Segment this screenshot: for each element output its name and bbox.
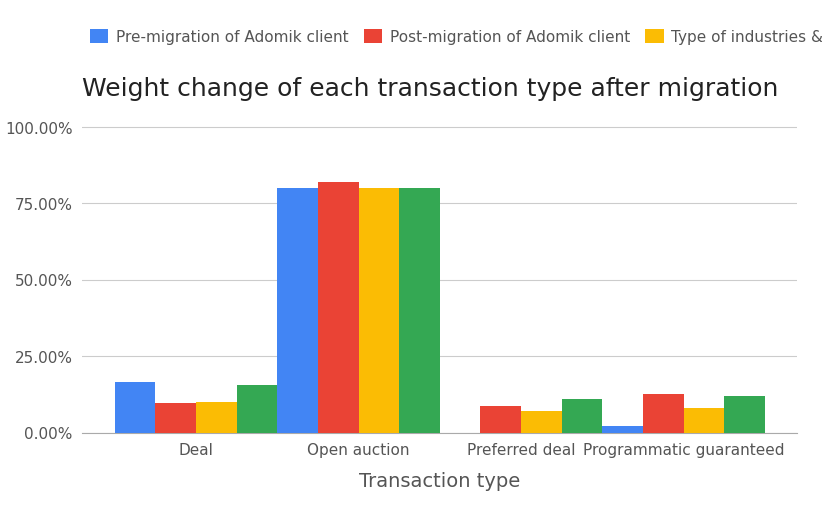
Bar (480, 407, 521, 433)
Bar (399, 188, 440, 433)
Bar (521, 411, 561, 433)
Bar (277, 188, 318, 433)
Bar (155, 404, 196, 433)
Bar (237, 385, 277, 433)
Bar (196, 402, 237, 433)
Bar (561, 399, 603, 433)
Bar (684, 408, 724, 433)
Bar (724, 396, 764, 433)
Bar (643, 394, 684, 433)
Bar (318, 182, 358, 433)
Bar (603, 427, 643, 433)
Bar (115, 382, 155, 433)
Bar (358, 188, 399, 433)
Text: Weight change of each transaction type after migration: Weight change of each transaction type a… (82, 76, 778, 100)
X-axis label: Transaction type: Transaction type (359, 471, 520, 490)
Legend: Pre-migration of Adomik client, Post-migration of Adomik client, Type of industr: Pre-migration of Adomik client, Post-mig… (90, 30, 822, 45)
